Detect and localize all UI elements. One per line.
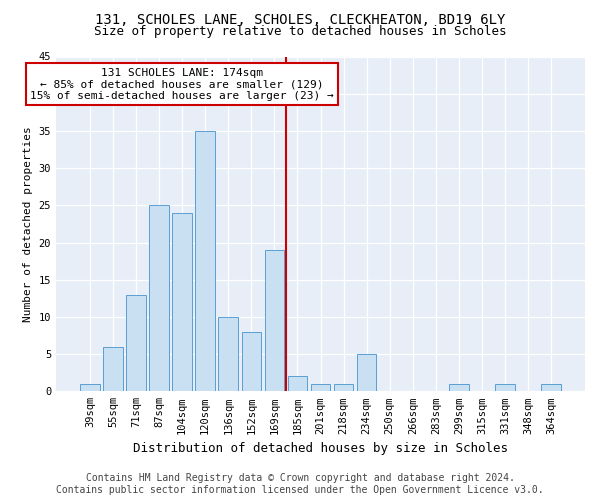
Bar	[218, 317, 238, 392]
Bar	[172, 212, 192, 392]
Bar	[449, 384, 469, 392]
Bar	[80, 384, 100, 392]
Bar	[541, 384, 561, 392]
Text: 131, SCHOLES LANE, SCHOLES, CLECKHEATON, BD19 6LY: 131, SCHOLES LANE, SCHOLES, CLECKHEATON,…	[95, 12, 505, 26]
Bar	[196, 131, 215, 392]
Bar	[126, 294, 146, 392]
Bar	[149, 206, 169, 392]
Bar	[334, 384, 353, 392]
Bar	[103, 346, 123, 392]
X-axis label: Distribution of detached houses by size in Scholes: Distribution of detached houses by size …	[133, 442, 508, 455]
Y-axis label: Number of detached properties: Number of detached properties	[23, 126, 33, 322]
Text: Size of property relative to detached houses in Scholes: Size of property relative to detached ho…	[94, 25, 506, 38]
Bar	[495, 384, 515, 392]
Bar	[265, 250, 284, 392]
Text: Contains HM Land Registry data © Crown copyright and database right 2024.
Contai: Contains HM Land Registry data © Crown c…	[56, 474, 544, 495]
Bar	[357, 354, 376, 392]
Bar	[242, 332, 261, 392]
Bar	[311, 384, 331, 392]
Text: 131 SCHOLES LANE: 174sqm
← 85% of detached houses are smaller (129)
15% of semi-: 131 SCHOLES LANE: 174sqm ← 85% of detach…	[30, 68, 334, 101]
Bar	[287, 376, 307, 392]
